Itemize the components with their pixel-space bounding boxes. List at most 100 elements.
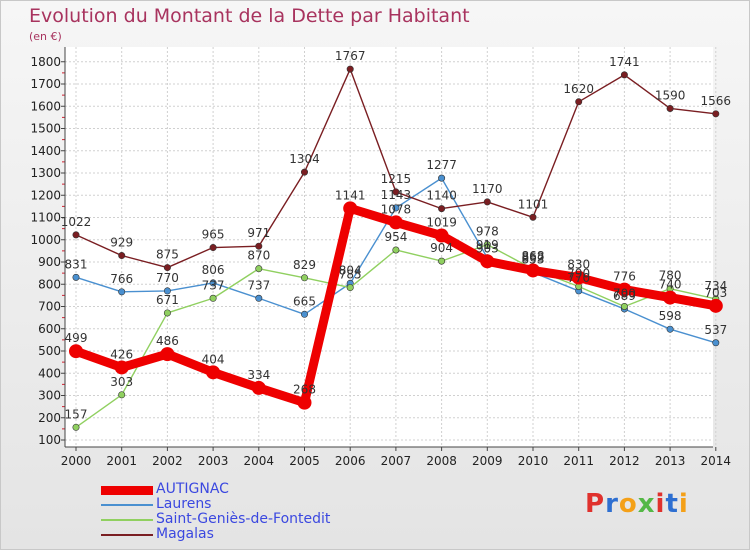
- data-label-saint-genies-de-fontedit: 780: [659, 269, 682, 283]
- data-label-saint-genies-de-fontedit: 734: [704, 279, 727, 293]
- data-label-saint-genies-de-fontedit: 978: [476, 225, 499, 239]
- y-tick-label: 1200: [30, 188, 61, 202]
- data-label-magalas: 1590: [655, 88, 686, 102]
- data-point-autignac: [251, 380, 266, 395]
- y-tick-label: 600: [38, 322, 61, 336]
- data-label-autignac: 1019: [426, 216, 457, 230]
- data-point-autignac: [708, 298, 723, 313]
- data-point-magalas: [346, 65, 354, 73]
- data-point-autignac: [206, 365, 221, 380]
- data-point-autignac: [297, 395, 312, 410]
- y-tick-label: 100: [38, 433, 61, 447]
- data-point-magalas: [209, 244, 217, 252]
- data-label-autignac: 334: [247, 368, 270, 382]
- logo-letter: r: [605, 489, 619, 519]
- legend-swatch: [101, 534, 153, 536]
- data-point-autignac: [69, 344, 83, 359]
- x-tick-label: 2008: [426, 454, 457, 468]
- data-label-laurens: 537: [704, 323, 727, 337]
- x-tick-label: 2006: [335, 454, 366, 468]
- data-point-laurens: [209, 279, 217, 287]
- data-point-magalas: [300, 168, 308, 176]
- data-label-autignac: 703: [704, 286, 727, 300]
- data-label-autignac: 1141: [335, 188, 366, 202]
- legend-swatch: [101, 519, 153, 521]
- logo-letter: P: [585, 489, 606, 519]
- x-tick-label: 2013: [655, 454, 686, 468]
- x-tick-label: 2014: [701, 454, 732, 468]
- data-label-laurens: 766: [110, 272, 133, 286]
- y-tick-label: 800: [38, 277, 61, 291]
- data-label-magalas: 1304: [289, 152, 320, 166]
- logo-letter: i: [678, 489, 689, 519]
- y-tick-label: 200: [38, 411, 61, 425]
- data-point-saint-genies-de-fontedit: [620, 302, 628, 310]
- data-label-magalas: 1140: [426, 189, 457, 203]
- data-label-saint-genies-de-fontedit: 868: [522, 249, 545, 263]
- plot-area: [65, 47, 713, 447]
- data-point-magalas: [438, 205, 446, 213]
- data-point-autignac: [343, 201, 358, 216]
- x-tick-label: 2011: [563, 454, 594, 468]
- data-point-magalas: [575, 98, 583, 106]
- proxiti-logo: Proxiti: [585, 489, 689, 519]
- y-tick-label: 500: [38, 344, 61, 358]
- data-point-magalas: [620, 71, 628, 79]
- data-label-autignac: 740: [659, 278, 682, 292]
- data-point-saint-genies-de-fontedit: [438, 257, 446, 265]
- data-label-saint-genies-de-fontedit: 157: [65, 407, 88, 421]
- data-point-saint-genies-de-fontedit: [392, 246, 400, 254]
- data-point-magalas: [255, 242, 263, 250]
- data-label-saint-genies-de-fontedit: 785: [339, 268, 362, 282]
- data-point-magalas: [529, 213, 537, 221]
- data-point-laurens: [72, 273, 80, 281]
- data-point-saint-genies-de-fontedit: [118, 391, 126, 399]
- data-label-autignac: 776: [613, 270, 636, 284]
- data-point-laurens: [118, 288, 126, 296]
- data-label-magalas: 1566: [701, 94, 732, 108]
- data-label-laurens: 665: [293, 294, 316, 308]
- unit-label: (en €): [29, 30, 62, 43]
- data-point-autignac: [434, 228, 449, 243]
- data-label-magalas: 1767: [335, 49, 366, 63]
- x-tick-label: 2003: [198, 454, 229, 468]
- data-label-magalas: 971: [247, 226, 270, 240]
- data-point-laurens: [666, 325, 674, 333]
- data-label-magalas: 965: [202, 228, 225, 242]
- data-point-saint-genies-de-fontedit: [255, 265, 263, 273]
- x-tick-label: 2002: [152, 454, 183, 468]
- data-point-saint-genies-de-fontedit: [300, 274, 308, 282]
- legend-label: Laurens: [156, 496, 212, 512]
- x-tick-label: 2000: [61, 454, 92, 468]
- x-tick-label: 2012: [609, 454, 640, 468]
- x-tick-label: 2001: [106, 454, 137, 468]
- data-label-laurens: 853: [522, 252, 545, 266]
- data-point-saint-genies-de-fontedit: [346, 284, 354, 292]
- y-tick-label: 1500: [30, 122, 61, 136]
- logo-letter: t: [665, 489, 679, 519]
- x-tick-label: 2010: [518, 454, 549, 468]
- data-label-autignac: 903: [476, 241, 499, 255]
- data-label-laurens: 689: [613, 289, 636, 303]
- data-label-autignac: 486: [156, 334, 179, 348]
- data-point-magalas: [72, 231, 80, 239]
- y-tick-label: 1000: [30, 233, 61, 247]
- x-tick-label: 2007: [381, 454, 412, 468]
- data-point-autignac: [617, 282, 632, 297]
- data-label-saint-genies-de-fontedit: 870: [247, 249, 270, 263]
- data-label-saint-genies-de-fontedit: 737: [202, 278, 225, 292]
- data-point-laurens: [392, 204, 400, 212]
- data-label-saint-genies-de-fontedit: 954: [384, 230, 407, 244]
- legend-swatch: [101, 485, 153, 495]
- legend-swatch: [101, 504, 153, 506]
- data-point-autignac: [114, 360, 129, 375]
- data-point-saint-genies-de-fontedit: [163, 309, 171, 317]
- y-tick-label: 400: [38, 366, 61, 380]
- data-point-laurens: [438, 174, 446, 182]
- data-label-laurens: 1143: [381, 188, 412, 202]
- data-label-saint-genies-de-fontedit: 904: [430, 241, 453, 255]
- data-point-autignac: [480, 254, 495, 269]
- y-tick-label: 1400: [30, 144, 61, 158]
